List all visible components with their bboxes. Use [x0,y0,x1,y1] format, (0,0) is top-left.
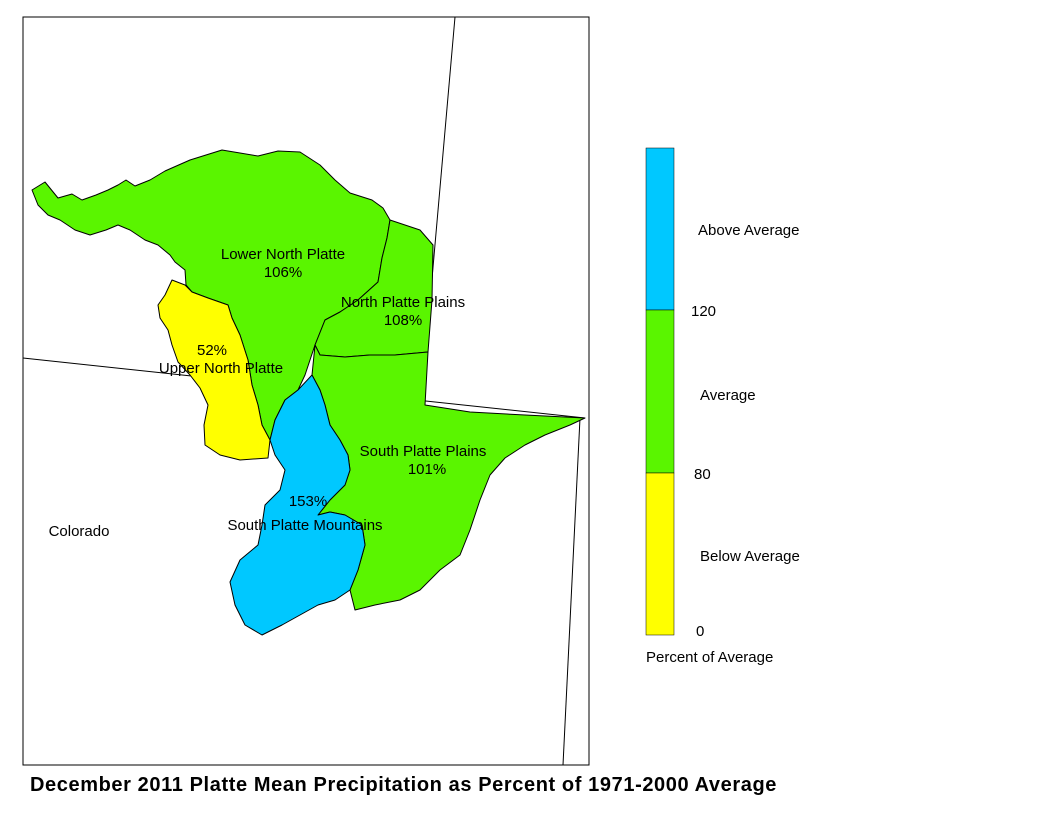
basin-upper-north-platte[interactable] [157,279,271,461]
label-south-platte-plains-name: South Platte Plains [360,443,487,460]
label-lower-north-platte-name: Lower North Platte [221,246,345,263]
label-upper-north-platte-percent: 52% [197,342,227,359]
legend-swatch-average [645,309,675,474]
legend-break-high: 120 [691,303,716,320]
label-state-colorado: Colorado [49,523,110,540]
state-boundary-nebraska-colorado [562,417,581,766]
legend-label-average: Average [700,387,756,404]
label-north-platte-plains-percent: 108% [384,312,422,329]
legend-break-mid: 80 [694,466,711,483]
legend-label-below: Below Average [700,548,800,565]
map-caption: December 2011 Platte Mean Precipitation … [30,774,778,796]
label-south-platte-plains-percent: 101% [408,461,446,478]
label-lower-north-platte-percent: 106% [264,264,302,281]
label-south-platte-mountains-name: South Platte Mountains [227,517,382,534]
legend-swatch-above [645,147,675,311]
legend-break-low: 0 [696,623,704,640]
label-north-platte-plains-name: North Platte Plains [341,294,465,311]
label-south-platte-mountains-percent: 153% [289,493,327,510]
legend-label-above: Above Average [698,222,799,239]
label-upper-north-platte-name: Upper North Platte [159,360,283,377]
basin-south-platte-mountains[interactable] [229,374,366,636]
legend: Above Average 120 Average 80 Below Avera… [645,147,800,666]
legend-title: Percent of Average [646,649,773,666]
legend-swatch-below [645,472,675,636]
